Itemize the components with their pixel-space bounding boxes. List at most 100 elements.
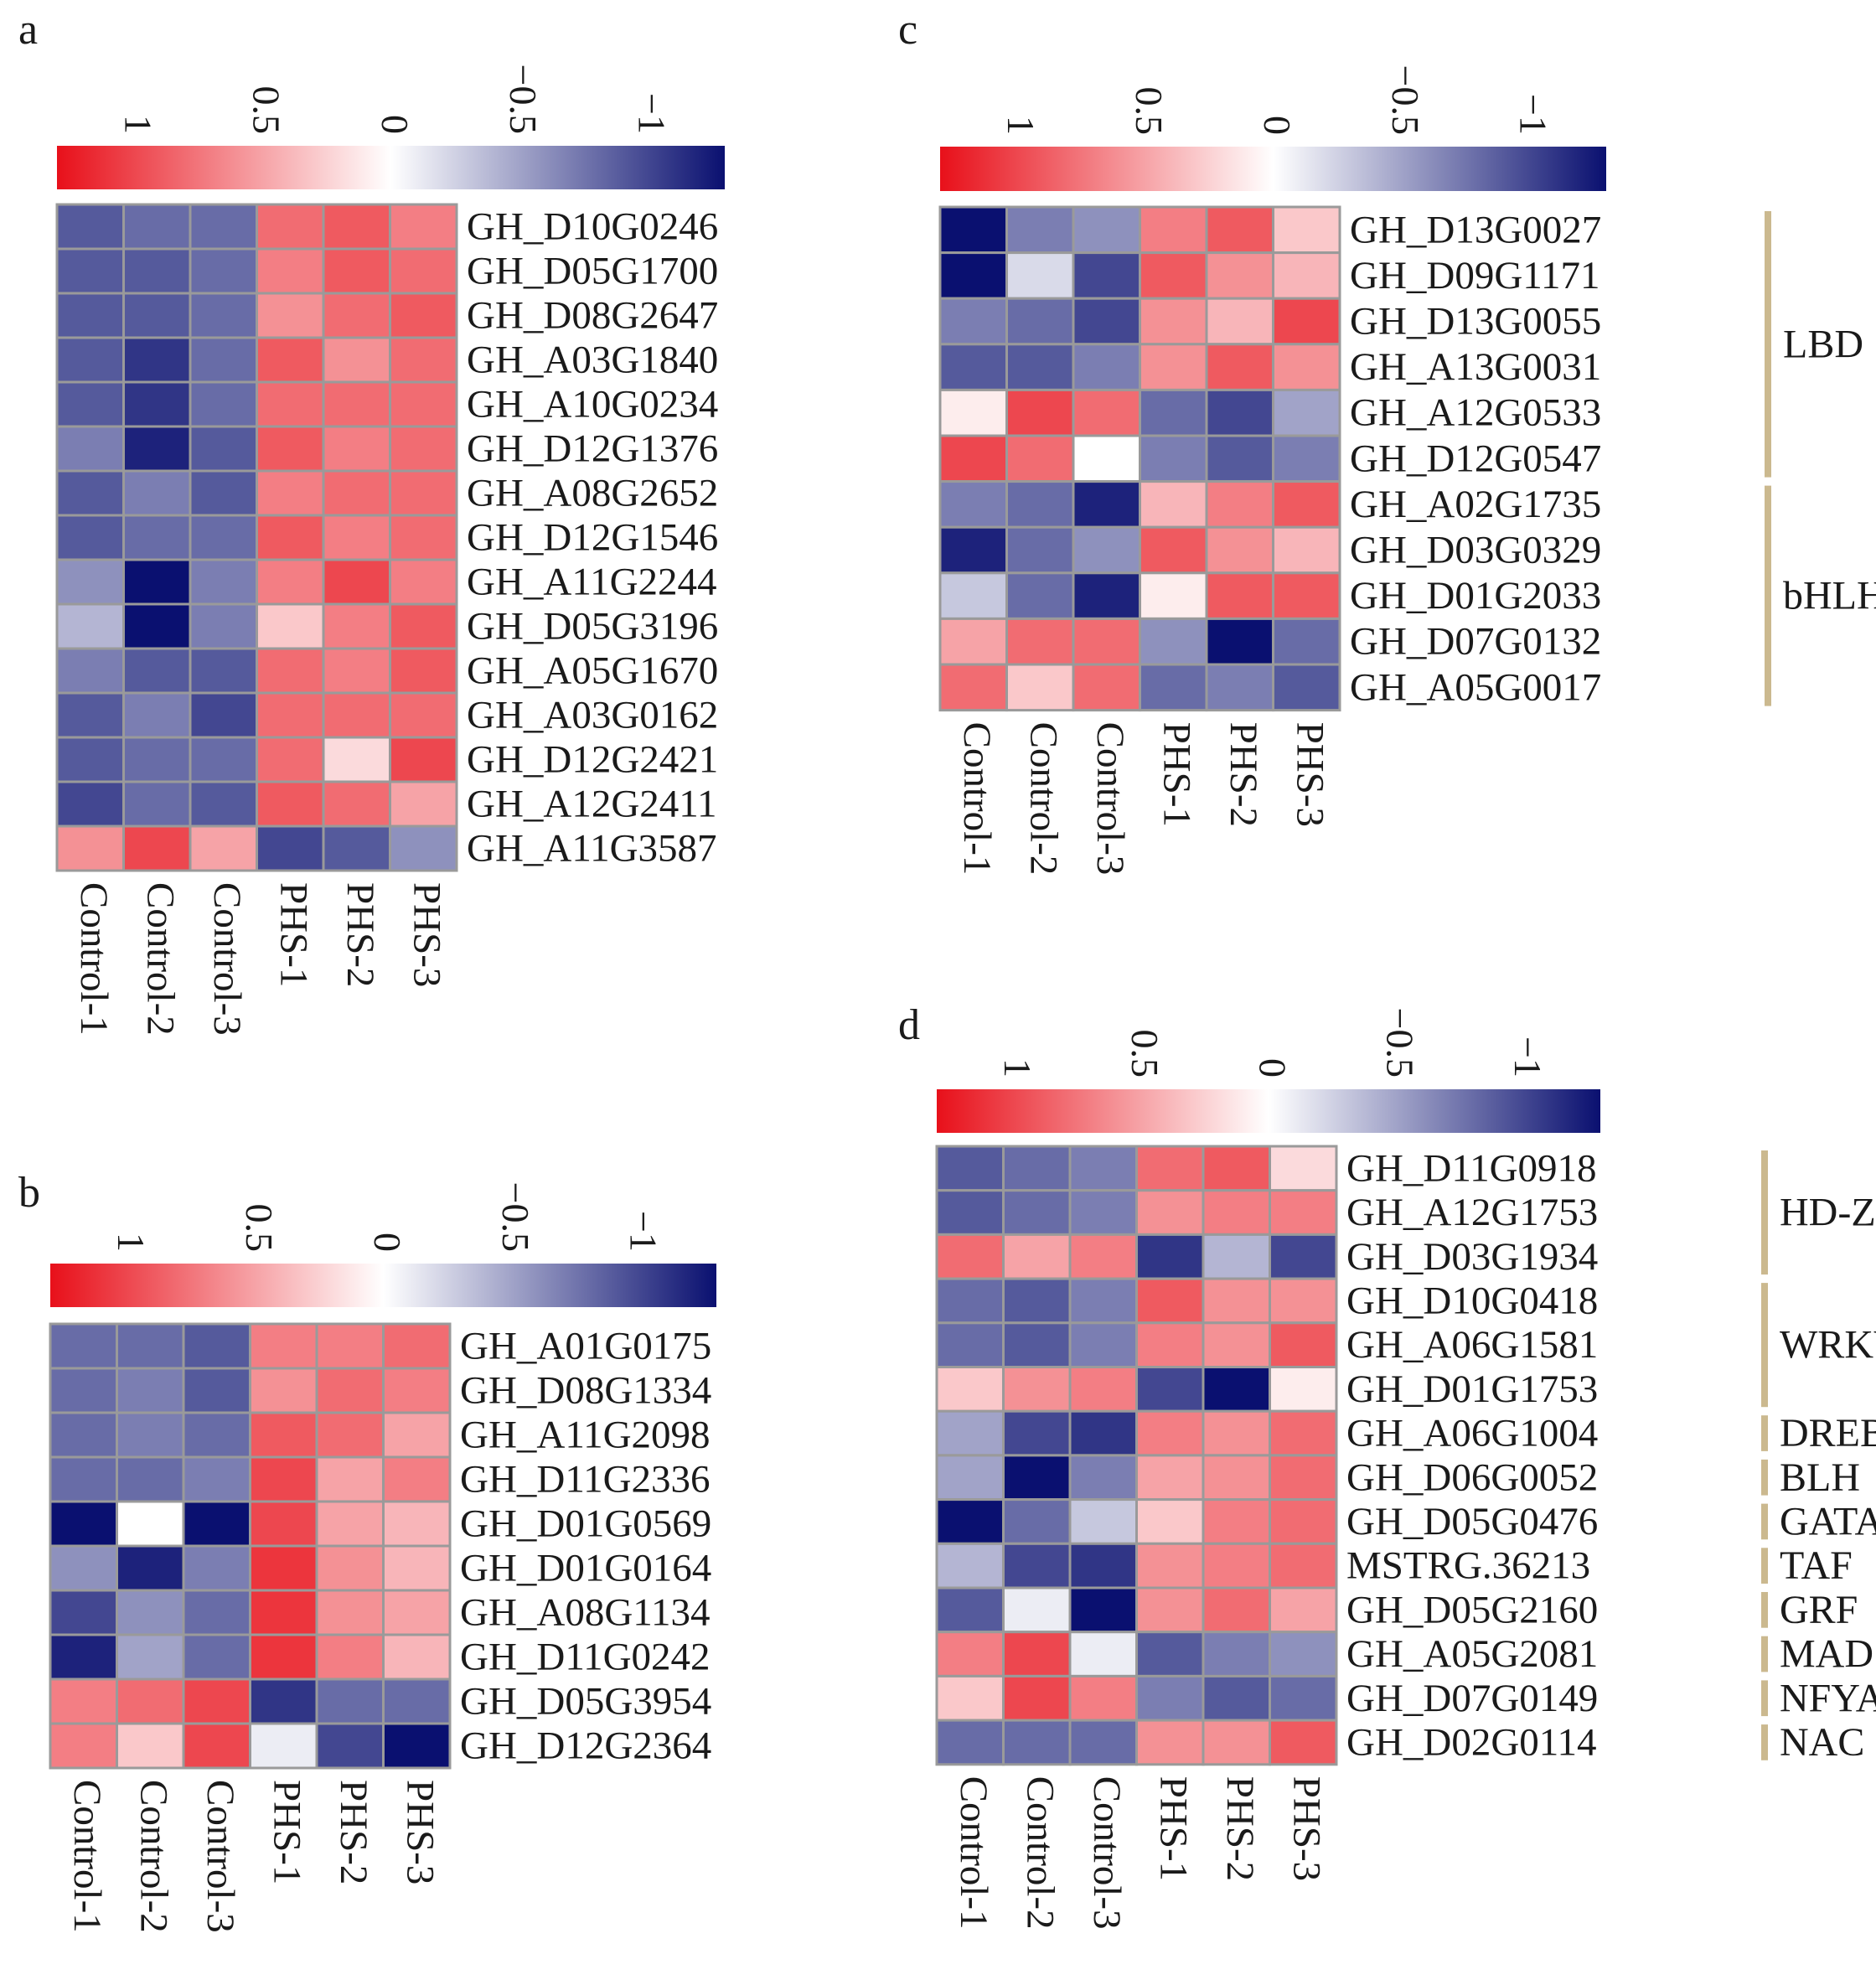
column-label: PHS-1 xyxy=(265,1780,308,1884)
heatmap-cell xyxy=(249,1722,318,1770)
heatmap-cell xyxy=(55,647,125,695)
heatmap-cell xyxy=(322,469,391,517)
heatmap-cell xyxy=(1072,205,1141,255)
heatmap-cell xyxy=(935,1409,1005,1457)
heatmap-cell xyxy=(1072,343,1141,391)
heatmap-cell xyxy=(1272,343,1341,391)
heatmap-cell xyxy=(49,1322,118,1370)
row-label: GH_A01G0175 xyxy=(460,1325,711,1368)
heatmap-cell xyxy=(256,203,325,251)
heatmap-cell xyxy=(1205,343,1274,391)
heatmap-cell xyxy=(122,247,192,295)
colorbar-tick-label: 1 xyxy=(996,1058,1039,1078)
column-label: PHS-3 xyxy=(1288,722,1331,827)
panel-d: d 1 0.5 0 −0.5 −1GH_D11G0918GH_A12G1753GH_D0… xyxy=(898,1001,1876,1930)
group-bar xyxy=(1761,1592,1768,1628)
heatmap-cell xyxy=(1002,1674,1072,1722)
heatmap-cell xyxy=(49,1455,118,1503)
row-label: GH_A08G1134 xyxy=(460,1591,711,1635)
heatmap-cell xyxy=(182,1722,251,1770)
panel-b: b 1 0.5 0 −0.5 −1 GH_A01G0175GH_D08G1334GH_A1… xyxy=(18,1169,716,1933)
row-label: GH_A06G1581 xyxy=(1346,1323,1598,1367)
heatmap-cell xyxy=(322,558,391,606)
heatmap-cell xyxy=(1072,297,1141,346)
heatmap-cell xyxy=(249,1367,318,1414)
heatmap-cell xyxy=(1272,571,1341,620)
heatmap-cell xyxy=(1205,525,1274,575)
heatmap-cell xyxy=(116,1367,185,1414)
group-label: WRKY xyxy=(1780,1323,1876,1367)
heatmap-cell xyxy=(116,1633,185,1681)
row-label: GH_A08G2652 xyxy=(467,472,718,515)
row-label: GH_D12G2421 xyxy=(467,738,718,782)
heatmap-cell xyxy=(49,1544,118,1592)
heatmap-cell xyxy=(256,425,325,473)
heatmap-cell xyxy=(116,1455,185,1503)
heatmap-cell xyxy=(1072,663,1141,712)
heatmap-cell xyxy=(1005,663,1075,712)
heatmap-cell xyxy=(55,336,125,384)
row-label: GH_D03G0329 xyxy=(1350,529,1601,572)
row-label: GH_A12G2411 xyxy=(467,783,717,826)
group-bar xyxy=(1765,485,1771,706)
heatmap-cell xyxy=(938,434,1008,483)
heatmap-cell xyxy=(938,343,1008,391)
column-label: Control-2 xyxy=(132,1780,175,1933)
column-label: PHS-1 xyxy=(271,882,315,987)
heatmap-cell xyxy=(1005,617,1075,666)
heatmap-cell xyxy=(116,1322,185,1370)
column-label: Control-3 xyxy=(1088,722,1132,876)
row-label: GH_D05G3954 xyxy=(460,1680,711,1724)
row-label: GH_D06G0052 xyxy=(1346,1455,1598,1499)
heatmap-cell xyxy=(256,558,325,606)
heatmap-cell xyxy=(935,1586,1005,1634)
heatmap-cell xyxy=(256,336,325,384)
heatmap-cell xyxy=(382,1544,452,1592)
colorbar-tick-label: −0.5 xyxy=(1379,1008,1422,1078)
heatmap-cell xyxy=(55,736,125,783)
group-label: MADS xyxy=(1780,1632,1876,1677)
row-label: GH_D05G2160 xyxy=(1346,1588,1598,1631)
heatmap-cell xyxy=(382,1455,452,1503)
heatmap-cell xyxy=(1272,525,1341,575)
heatmap-cell xyxy=(122,469,192,517)
heatmap-cell xyxy=(322,425,391,473)
heatmap-cell xyxy=(1005,388,1075,437)
row-label: GH_D05G3196 xyxy=(467,605,718,649)
heatmap-cell xyxy=(1269,1542,1338,1590)
row-label: GH_D13G0027 xyxy=(1350,208,1601,251)
heatmap-cell xyxy=(1202,1145,1271,1192)
heatmap-cell xyxy=(1272,480,1341,529)
heatmap-cell xyxy=(256,780,325,828)
heatmap-cell xyxy=(1068,1498,1138,1545)
row-label: GH_A02G1735 xyxy=(1350,483,1601,526)
heatmap-cell xyxy=(322,780,391,828)
heatmap-cell xyxy=(1068,1674,1138,1722)
heatmap-cell xyxy=(55,469,125,517)
heatmap-cell xyxy=(1135,1145,1205,1192)
heatmap-cell xyxy=(256,691,325,739)
heatmap-cell xyxy=(1205,434,1274,483)
heatmap-cell xyxy=(382,1322,452,1370)
row-label: GH_D12G1376 xyxy=(467,427,718,471)
group-label: NFYA xyxy=(1780,1676,1876,1720)
group-bar xyxy=(1761,1150,1768,1275)
heatmap-cell xyxy=(1002,1498,1072,1545)
heatmap-cell xyxy=(1202,1409,1271,1457)
heatmap-cell xyxy=(382,1722,452,1770)
group-label: LBD xyxy=(1783,322,1863,366)
heatmap-cell xyxy=(55,602,125,650)
heatmap-cell xyxy=(1202,1321,1271,1369)
heatmap-cell xyxy=(1068,1454,1138,1502)
heatmap-cell xyxy=(315,1411,385,1459)
heatmap-cell xyxy=(49,1633,118,1681)
heatmap-cell xyxy=(1005,434,1075,483)
heatmap-cell xyxy=(1072,434,1141,483)
row-label: GH_D05G0476 xyxy=(1346,1500,1598,1543)
heatmap-cell xyxy=(189,558,258,606)
heatmap-cell xyxy=(1202,1277,1271,1325)
column-label: Control-3 xyxy=(1085,1776,1129,1930)
group-bar xyxy=(1761,1415,1768,1451)
heatmap-cell xyxy=(1005,525,1075,575)
heatmap-cell xyxy=(182,1633,251,1681)
